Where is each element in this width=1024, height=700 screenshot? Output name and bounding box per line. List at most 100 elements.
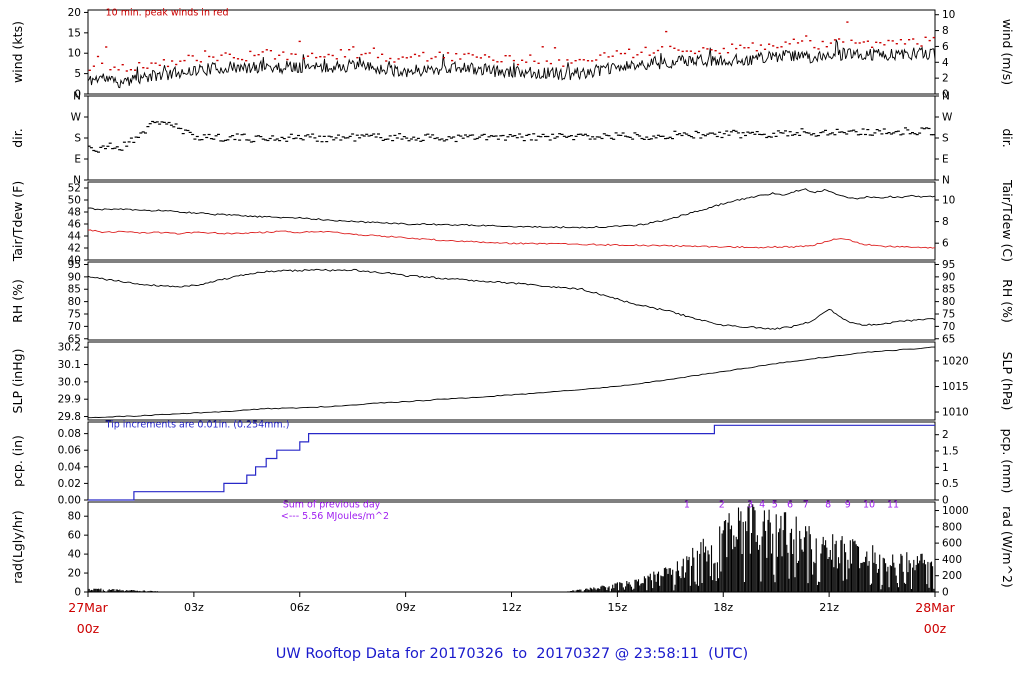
ytick-left: 80: [68, 296, 81, 308]
ytick-right: 1.5: [942, 445, 959, 457]
ytick-left: 15: [68, 27, 81, 39]
annotation: 4: [759, 500, 765, 511]
ytick-left: 30.2: [58, 342, 81, 354]
series-relative-humidity-pct: [87, 268, 936, 330]
ytick-right: 0: [942, 587, 949, 599]
annotation: 1: [684, 500, 690, 511]
y-axis-right-label: pcp. (mm): [1000, 429, 1015, 494]
panel-pcp: 0.00 0.02 0.04 0.06 0.08 0 0.5 1 1.5 2 pcp. (in) pc…: [10, 419, 1015, 506]
ytick-left: S: [74, 133, 81, 145]
series-wind-direction-deg: [87, 120, 936, 153]
ytick-left: 0.06: [58, 445, 82, 457]
ytick-right: 10: [942, 9, 955, 21]
x-axis: 03z 06z 09z 12z 15z 18z 21z 27Mar 00z 28Mar 00z: [68, 592, 956, 636]
ytick-right: N: [942, 175, 950, 187]
ytick-left: 30.1: [58, 359, 81, 371]
ytick-left: 0: [74, 587, 81, 599]
ytick-right: 65: [942, 333, 955, 345]
ytick-right: 1000: [942, 505, 969, 517]
ytick-left: 40: [68, 549, 81, 561]
annotation: 2: [719, 500, 725, 511]
y-axis-left-label: dir.: [10, 128, 25, 147]
ytick-right: 2: [942, 429, 949, 441]
ytick-left: 0.08: [58, 428, 81, 440]
y-axis-left-label: wind (kts): [10, 21, 25, 83]
ytick-left: N: [73, 91, 81, 103]
ytick-left: 48: [68, 207, 81, 219]
ytick-left: 75: [68, 309, 81, 321]
panel-border: [87, 261, 936, 341]
y-axis-right-label: wind (m/s): [1000, 19, 1015, 85]
ytick-right: 600: [942, 538, 962, 550]
annotation: 8: [825, 500, 831, 511]
ytick-left: 95: [68, 259, 81, 271]
series-peak-wind-kts: [88, 21, 935, 72]
ytick-right: 75: [942, 309, 955, 321]
ytick-left: 65: [68, 333, 81, 345]
x-start-label: 27Mar: [68, 600, 108, 615]
ytick-right: 85: [942, 284, 955, 296]
ytick-right: E: [942, 154, 949, 166]
ytick-left: 0: [74, 89, 81, 101]
annotation: 5: [772, 500, 778, 511]
ytick-right: 400: [942, 554, 962, 566]
annotation: <--- 5.56 MJoules/m^2: [281, 511, 389, 522]
ytick-left: N: [73, 175, 81, 187]
y-axis-right-label: rad (W/m^2): [1000, 506, 1015, 588]
ytick-left: 29.9: [58, 394, 81, 406]
ytick-right: 8: [942, 25, 949, 37]
panel-border: [87, 181, 936, 261]
y-axis-left-label: Tair/Tdew (F): [10, 181, 25, 262]
ytick-right: 0: [942, 495, 949, 507]
ytick-right: 70: [942, 321, 955, 333]
panel-border: [87, 341, 936, 421]
x-tick-label: 15z: [607, 601, 627, 614]
panel-wind: 0 5 10 15 20 0 2 4 6 8 10 wind (kts) wind (m/s) 10 mi…: [10, 7, 1015, 101]
y-axis-right-label: dir.: [1000, 128, 1015, 147]
annotation: 10: [863, 500, 875, 511]
series-wind-speed-kts: [87, 39, 936, 89]
y-axis-right-label: RH (%): [1000, 279, 1015, 323]
ytick-left: 80: [68, 511, 81, 523]
ytick-left: 52: [68, 183, 81, 195]
ytick-left: 85: [68, 284, 81, 296]
ytick-left: 46: [68, 219, 82, 231]
x-tick-label: 12z: [502, 601, 522, 614]
x-tick-label: 18z: [713, 601, 733, 614]
annotation: Sum of previous day: [283, 500, 381, 511]
y-axis-left-label: RH (%): [10, 279, 25, 323]
ytick-right: 1020: [942, 355, 969, 367]
ytick-right: 95: [942, 259, 955, 271]
ytick-left: 0.00: [58, 495, 81, 507]
y-axis-left-label: rad(Lgly/hr): [10, 510, 25, 584]
ytick-right: 1015: [942, 381, 969, 393]
ytick-right: W: [942, 112, 953, 124]
ytick-left: 29.8: [58, 411, 81, 423]
ytick-left: 44: [68, 231, 82, 243]
series-tair-f: [87, 188, 936, 229]
ytick-left: 20: [68, 568, 81, 580]
panel-border: [87, 501, 936, 593]
x-start-label: 00z: [77, 621, 100, 636]
ytick-right: 2: [942, 73, 949, 85]
ytick-left: W: [71, 112, 82, 124]
ytick-right: S: [942, 133, 949, 145]
annotation: 11: [887, 500, 899, 511]
ytick-right: 0.5: [942, 478, 959, 490]
panel-slp: 29.8 29.9 30.0 30.1 30.2 1010 1015 1020 SLP (inH…: [10, 341, 1015, 423]
y-axis-left-label: pcp. (in): [10, 435, 25, 487]
annotation: 6: [787, 500, 793, 511]
ytick-right: 200: [942, 570, 962, 582]
ytick-right: 80: [942, 296, 955, 308]
x-tick-label: 09z: [396, 601, 416, 614]
x-tick-label: 06z: [290, 601, 310, 614]
annotation: Tip increments are 0.01in. (0.254mm.): [105, 419, 290, 430]
ytick-right: 800: [942, 521, 962, 533]
series-cumulative-precip-in: [88, 424, 935, 501]
ytick-left: 5: [74, 68, 81, 80]
ytick-right: 1: [942, 462, 949, 474]
ytick-right: 8: [942, 216, 949, 228]
ytick-left: 90: [68, 271, 81, 283]
